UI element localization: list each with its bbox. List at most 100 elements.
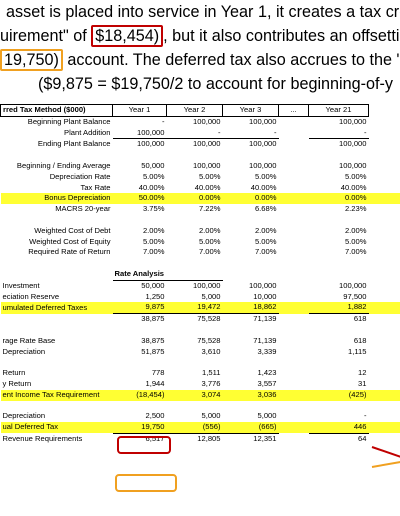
table-row: y Return 1,944 3,776 3,557 31: [1, 379, 400, 390]
table-cell: 71,139: [253, 335, 277, 345]
table-row: Depreciation 51,875 3,610 3,339 1,115: [1, 347, 400, 358]
table-cell: 100,000: [193, 280, 221, 290]
table-cell: 40.00%: [340, 182, 367, 192]
table-cell: 2,500: [145, 411, 165, 421]
table-cell: [278, 389, 309, 401]
table-cell: 50,000: [141, 280, 165, 290]
column-header: Year 2: [166, 104, 223, 117]
table-cell: 100,000: [193, 139, 221, 149]
table-cell: 40.00%: [250, 182, 277, 192]
row-label: Depreciation: [2, 411, 46, 421]
table-row: umulated Deferred Taxes 9,875 19,472 18,862…: [0, 302, 400, 315]
table-cell: [279, 368, 309, 379]
table-cell: [279, 161, 309, 172]
table-row: Weighted Cost of Debt 2.00% 2.00% 2.00% 2.00…: [1, 226, 400, 237]
table-cell: 100,000: [112, 127, 167, 140]
row-label: MACRS 20-year: [55, 204, 111, 214]
table-cell: 100,000: [339, 139, 367, 149]
table-row: ual Deferred Tax 19,750 (556) (665) 446: [0, 422, 400, 434]
row-label: Bonus Depreciation: [0, 193, 113, 205]
text-fragment: account. The deferred tax also accrues t…: [62, 51, 400, 69]
table-cell: 75,528: [197, 314, 221, 324]
table-cell: 618: [353, 335, 367, 345]
row-label: Beginning Plant Balance: [27, 116, 111, 126]
table-cell: [278, 193, 309, 205]
row-label: Return: [2, 368, 26, 378]
table-cell: [279, 237, 309, 248]
row-label: Revenue Requirements: [2, 433, 83, 443]
table-cell: 0.00%: [308, 193, 369, 205]
deferred-tax-table: rred Tax Method ($000) Year 1 Year 2 Yea…: [0, 104, 400, 516]
table-cell: 3,036: [222, 389, 279, 401]
table-cell: 5,000: [257, 411, 277, 421]
row-label: Investment: [2, 280, 40, 290]
table-row: Bonus Depreciation 50.00% 0.00% 0.00% 0.00%: [0, 193, 400, 205]
row-label: Ending Plant Balance: [37, 139, 111, 149]
table-cell: 75,528: [197, 335, 221, 345]
table-cell: 1,511: [202, 368, 221, 378]
table-cell: 5.00%: [198, 171, 221, 181]
table-cell: 10,000: [253, 291, 277, 301]
table-cell: 7.00%: [254, 247, 277, 257]
table-cell: 3,610: [201, 346, 221, 356]
table-cell: [279, 116, 309, 127]
table-row: Required Rate of Return 7.00% 7.00% 7.00% 7.…: [1, 247, 400, 258]
table-cell: 12,351: [253, 433, 277, 443]
table-cell: 100,000: [249, 280, 277, 290]
table-cell: [279, 172, 309, 183]
table-cell: 5.00%: [142, 236, 165, 246]
text-fragment: uirement" of: [0, 27, 92, 45]
table-cell: 31: [358, 378, 367, 388]
row-label: umulated Deferred Taxes: [0, 302, 113, 314]
table-cell: [279, 433, 309, 444]
table-cell: 12,805: [197, 433, 221, 443]
table-cell: 7.00%: [142, 247, 165, 257]
table-cell: -: [308, 127, 369, 140]
table-cell: [279, 280, 309, 291]
table-cell: 100,000: [249, 116, 277, 126]
table-cell: 100,000: [339, 280, 367, 290]
table-cell: 100,000: [249, 160, 277, 170]
table-cell: 12: [358, 368, 367, 378]
column-header: Year 3: [222, 104, 279, 117]
table-cell: (665): [222, 422, 279, 434]
text-line-4: ($9,875 = $19,750/2 to account for begin…: [38, 75, 394, 93]
table-cell: 778: [151, 368, 165, 378]
table-cell: 1,423: [257, 368, 277, 378]
section-title: Rate Analysis: [112, 268, 223, 281]
table-cell: 1,882: [308, 302, 369, 315]
table-row: Beginning Plant Balance - 100,000 100,000 10…: [1, 116, 400, 127]
table-cell: 19,472: [166, 302, 223, 315]
table-cell: 100,000: [339, 160, 367, 170]
table-cell: 0.00%: [166, 193, 223, 205]
table-cell: 7.00%: [344, 247, 367, 257]
row-label: Plant Addition: [64, 127, 111, 137]
table-cell: 18,862: [222, 302, 279, 315]
column-header: Year 1: [112, 104, 167, 117]
table-cell: (556): [166, 422, 223, 434]
table-cell: [279, 226, 309, 237]
red-circle-annotation: [117, 436, 171, 454]
table-cell: [279, 247, 309, 258]
text-line-1: asset is placed into service in Year 1, …: [6, 3, 400, 21]
section-header-row: Rate Analysis: [1, 268, 400, 281]
orange-circle-annotation: [115, 474, 177, 492]
row-label: Depreciation Rate: [49, 171, 111, 181]
table-row: Ending Plant Balance 100,000 100,000 100,00…: [1, 139, 400, 150]
table-cell: 3,557: [257, 378, 277, 388]
table-cell: 7.22%: [198, 204, 221, 214]
highlight-red-box: $18,454): [91, 25, 164, 47]
row-label: Required Rate of Return: [28, 247, 111, 257]
table-cell: 2.00%: [142, 225, 165, 235]
table-cell: 0.00%: [222, 193, 279, 205]
table-cell: 6,517: [145, 433, 165, 443]
table-row: 38,875 75,528 71,139 618: [1, 314, 400, 325]
table-cell: [278, 302, 309, 314]
table-cell: [279, 336, 309, 347]
table-cell: 100,000: [193, 160, 221, 170]
row-label: Depreciation: [2, 346, 46, 356]
table-cell: 6.68%: [254, 204, 277, 214]
table-row: Depreciation 2,500 5,000 5,000 -: [1, 411, 400, 422]
table-cell: 3,776: [201, 378, 221, 388]
table-cell: [279, 204, 309, 215]
